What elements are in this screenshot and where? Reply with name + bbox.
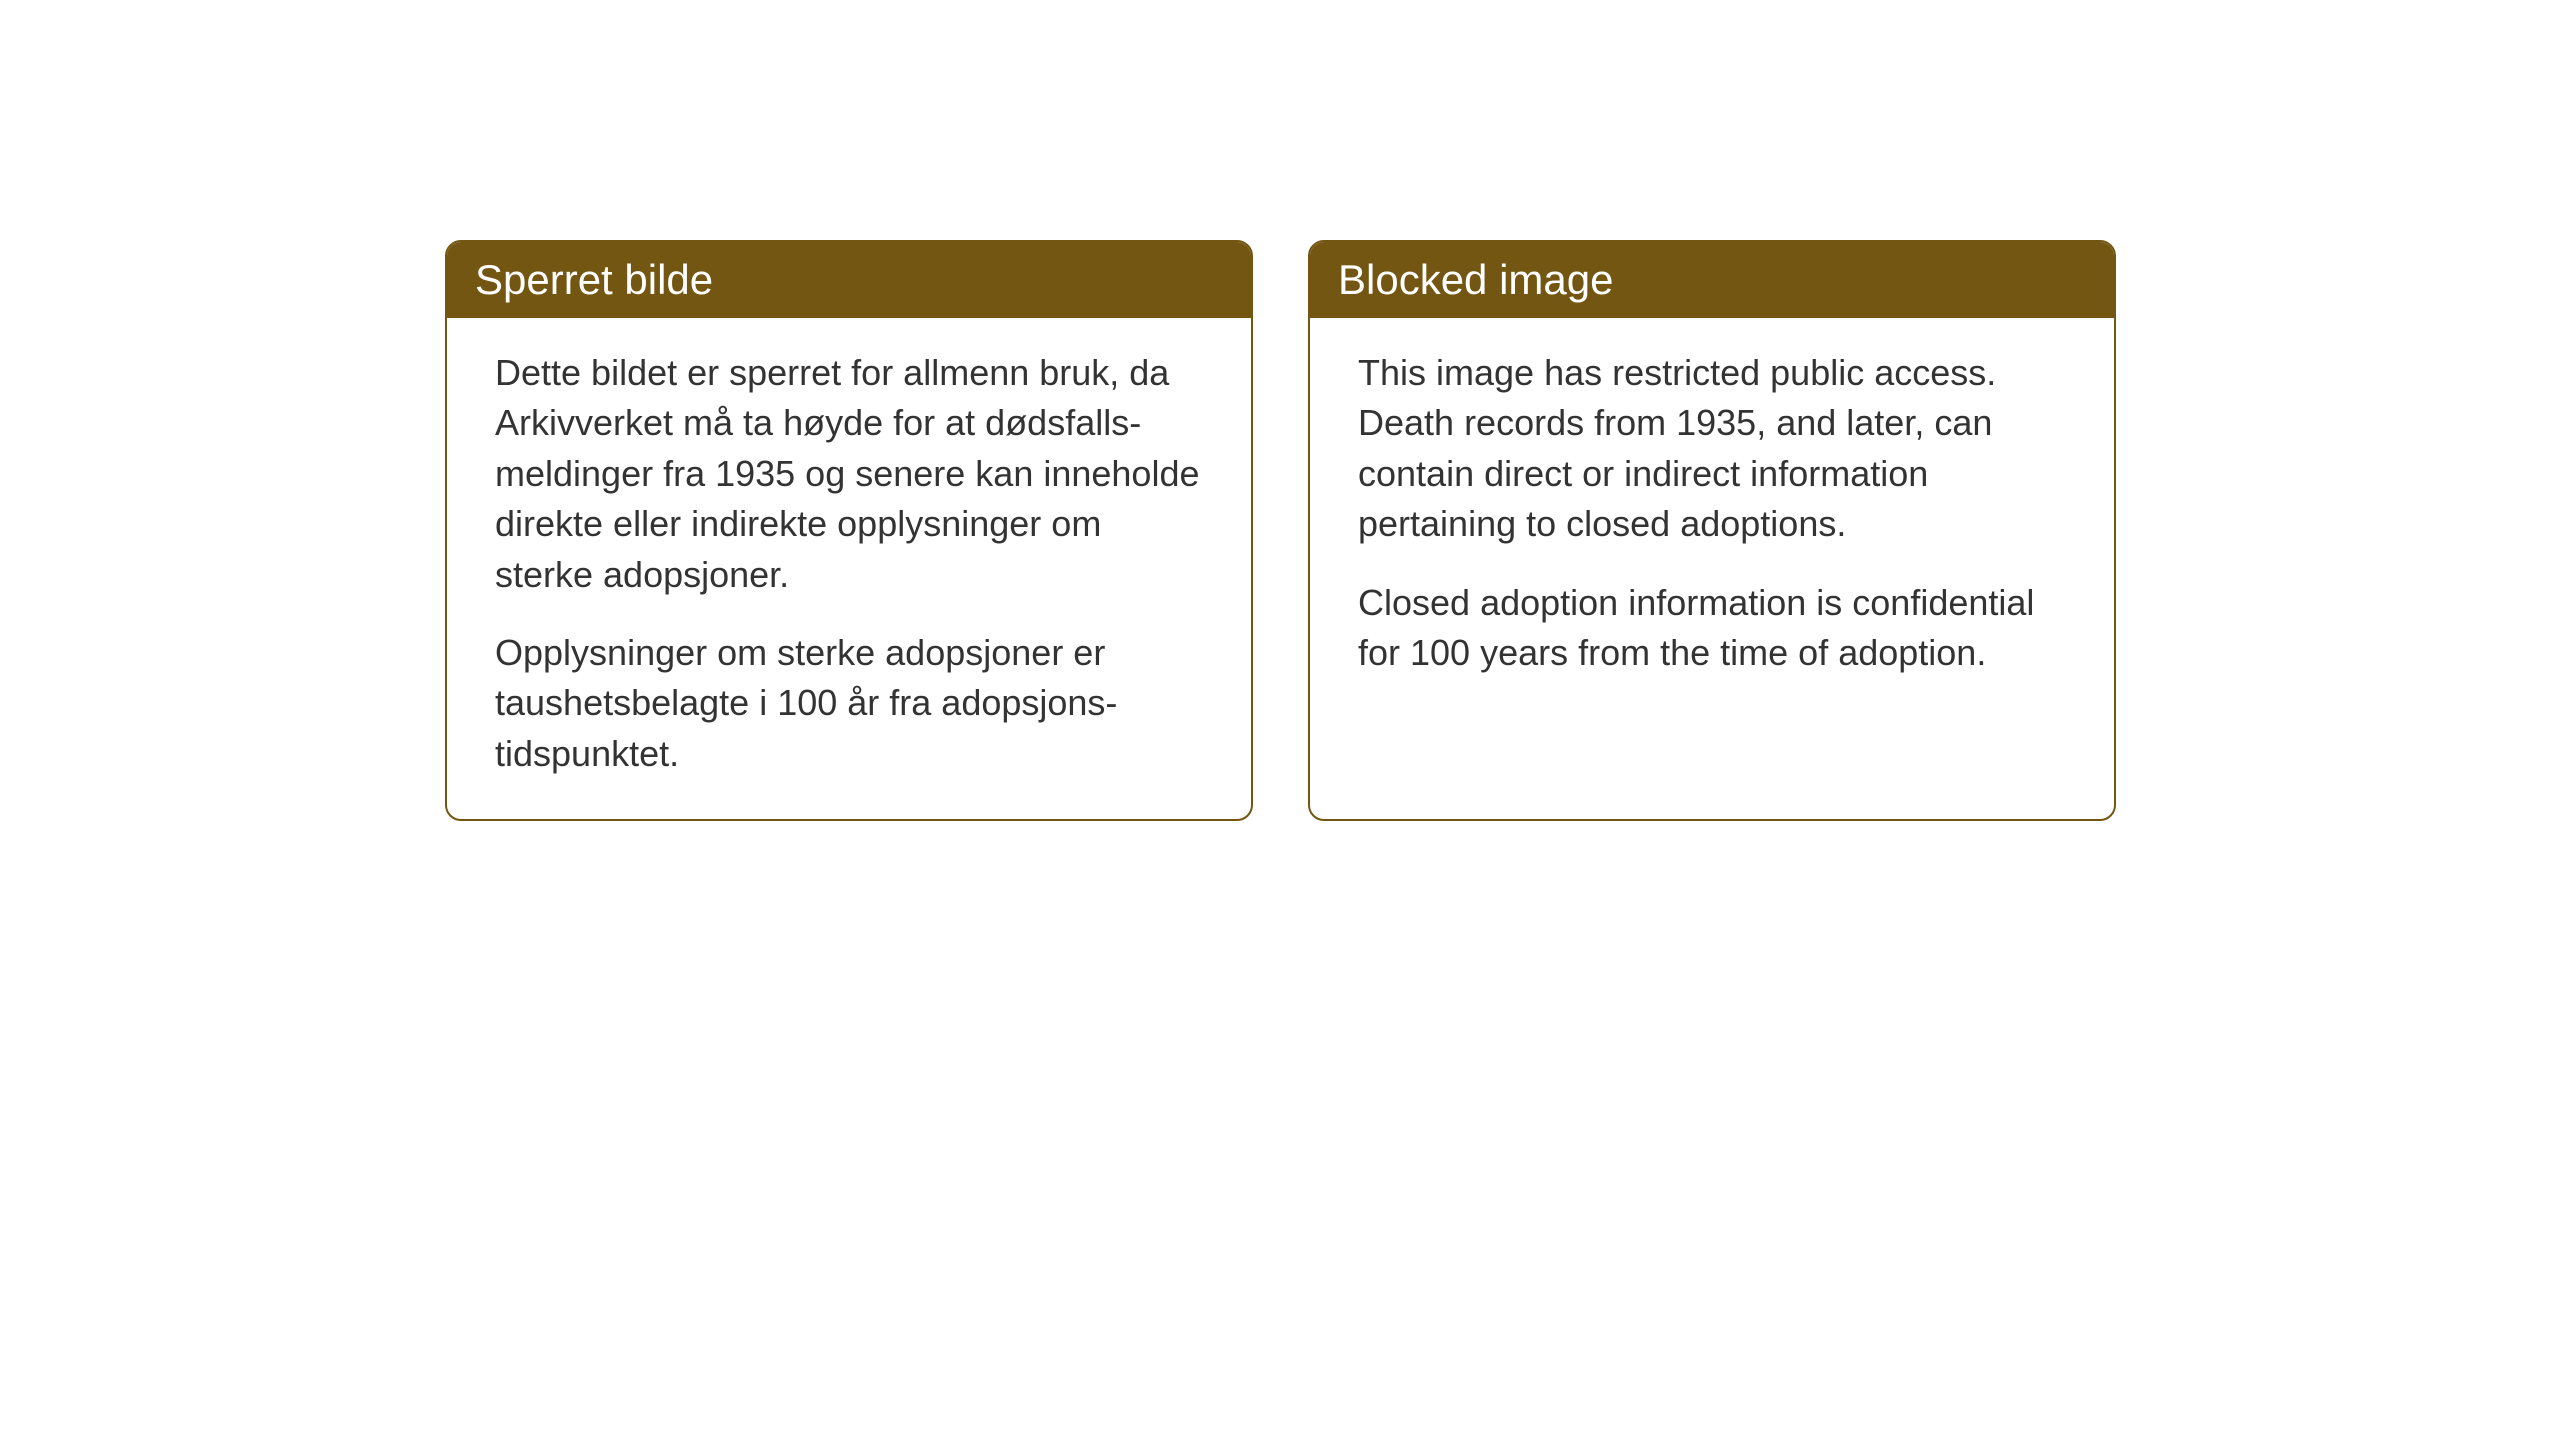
- card-header-english: Blocked image: [1310, 242, 2114, 318]
- card-title-norwegian: Sperret bilde: [475, 256, 713, 303]
- card-body-norwegian: Dette bildet er sperret for allmenn bruk…: [447, 318, 1251, 819]
- card-body-english: This image has restricted public access.…: [1310, 318, 2114, 718]
- card-paragraph-1-norwegian: Dette bildet er sperret for allmenn bruk…: [495, 348, 1203, 600]
- card-title-english: Blocked image: [1338, 256, 1613, 303]
- card-header-norwegian: Sperret bilde: [447, 242, 1251, 318]
- card-norwegian: Sperret bilde Dette bildet er sperret fo…: [445, 240, 1253, 821]
- card-english: Blocked image This image has restricted …: [1308, 240, 2116, 821]
- card-paragraph-1-english: This image has restricted public access.…: [1358, 348, 2066, 550]
- card-paragraph-2-english: Closed adoption information is confident…: [1358, 578, 2066, 679]
- card-paragraph-2-norwegian: Opplysninger om sterke adopsjoner er tau…: [495, 628, 1203, 779]
- cards-container: Sperret bilde Dette bildet er sperret fo…: [445, 240, 2116, 821]
